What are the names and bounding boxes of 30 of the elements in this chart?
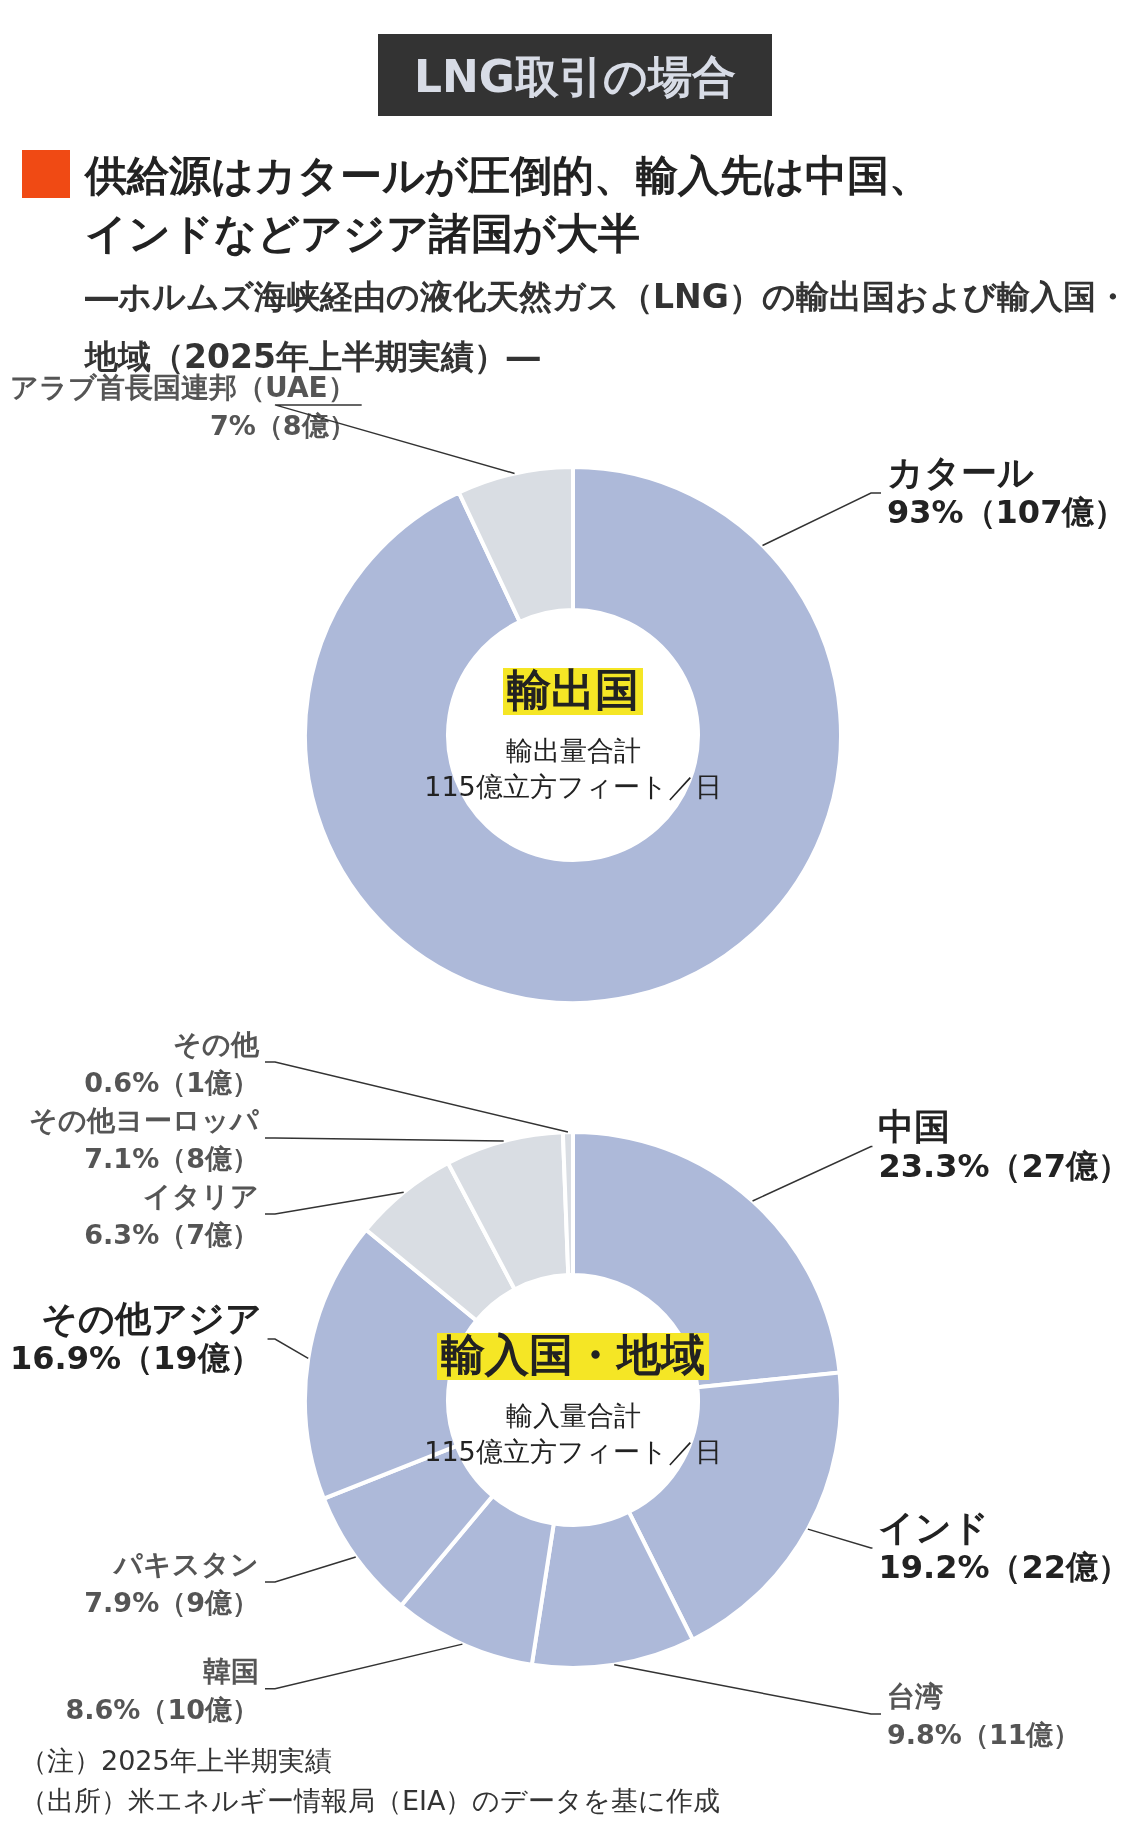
slice-label: カタール [887,452,1034,494]
slice-label: 中国 [878,1105,951,1147]
text: LNG取引の場合 [414,51,736,102]
slice-label: その他 [173,1028,260,1062]
data-label: 7.9%（9億） [84,1587,259,1619]
slice-label: その他ヨーロッパ [29,1104,259,1138]
text: 輸出国 [507,664,639,715]
slice-label: パキスタン [112,1548,259,1582]
data-label: 0.6%（1億） [84,1067,259,1099]
data-label: 93%（107億） [887,493,1127,532]
text: 輸入量合計 [505,1400,641,1431]
slice-label: 韓国 [203,1654,259,1688]
slice-label: その他アジア [40,1298,262,1340]
text: 輸入国・地域 [441,1329,705,1380]
text: 115億立方フィート／日 [424,1436,722,1467]
data-label: 16.9%（19億） [10,1339,262,1378]
text: （注）2025年上半期実績 [20,1745,332,1776]
slice-label: イタリア [143,1180,259,1214]
data-label: 7.1%（8億） [84,1143,259,1175]
slice-label: インド [878,1507,990,1548]
text: （出所）米エネルギー情報局（EIA）のデータを基に作成 [20,1785,721,1816]
chart-title: 供給源はカタールが圧倒的、輸入先は中国、インドなどアジア諸国が大半 [83,151,931,258]
data-label: 19.2%（22億） [878,1548,1130,1586]
data-label: 8.6%（10億） [65,1693,259,1725]
data-label: 23.3%（27億） [878,1146,1130,1185]
data-label: 9.8%（11億） [887,1719,1081,1751]
data-label: 6.3%（7億） [84,1219,259,1251]
text: 115億立方フィート／日 [424,771,722,802]
text: 輸出量合計 [505,735,641,766]
slice-label: 台湾 [887,1680,943,1714]
